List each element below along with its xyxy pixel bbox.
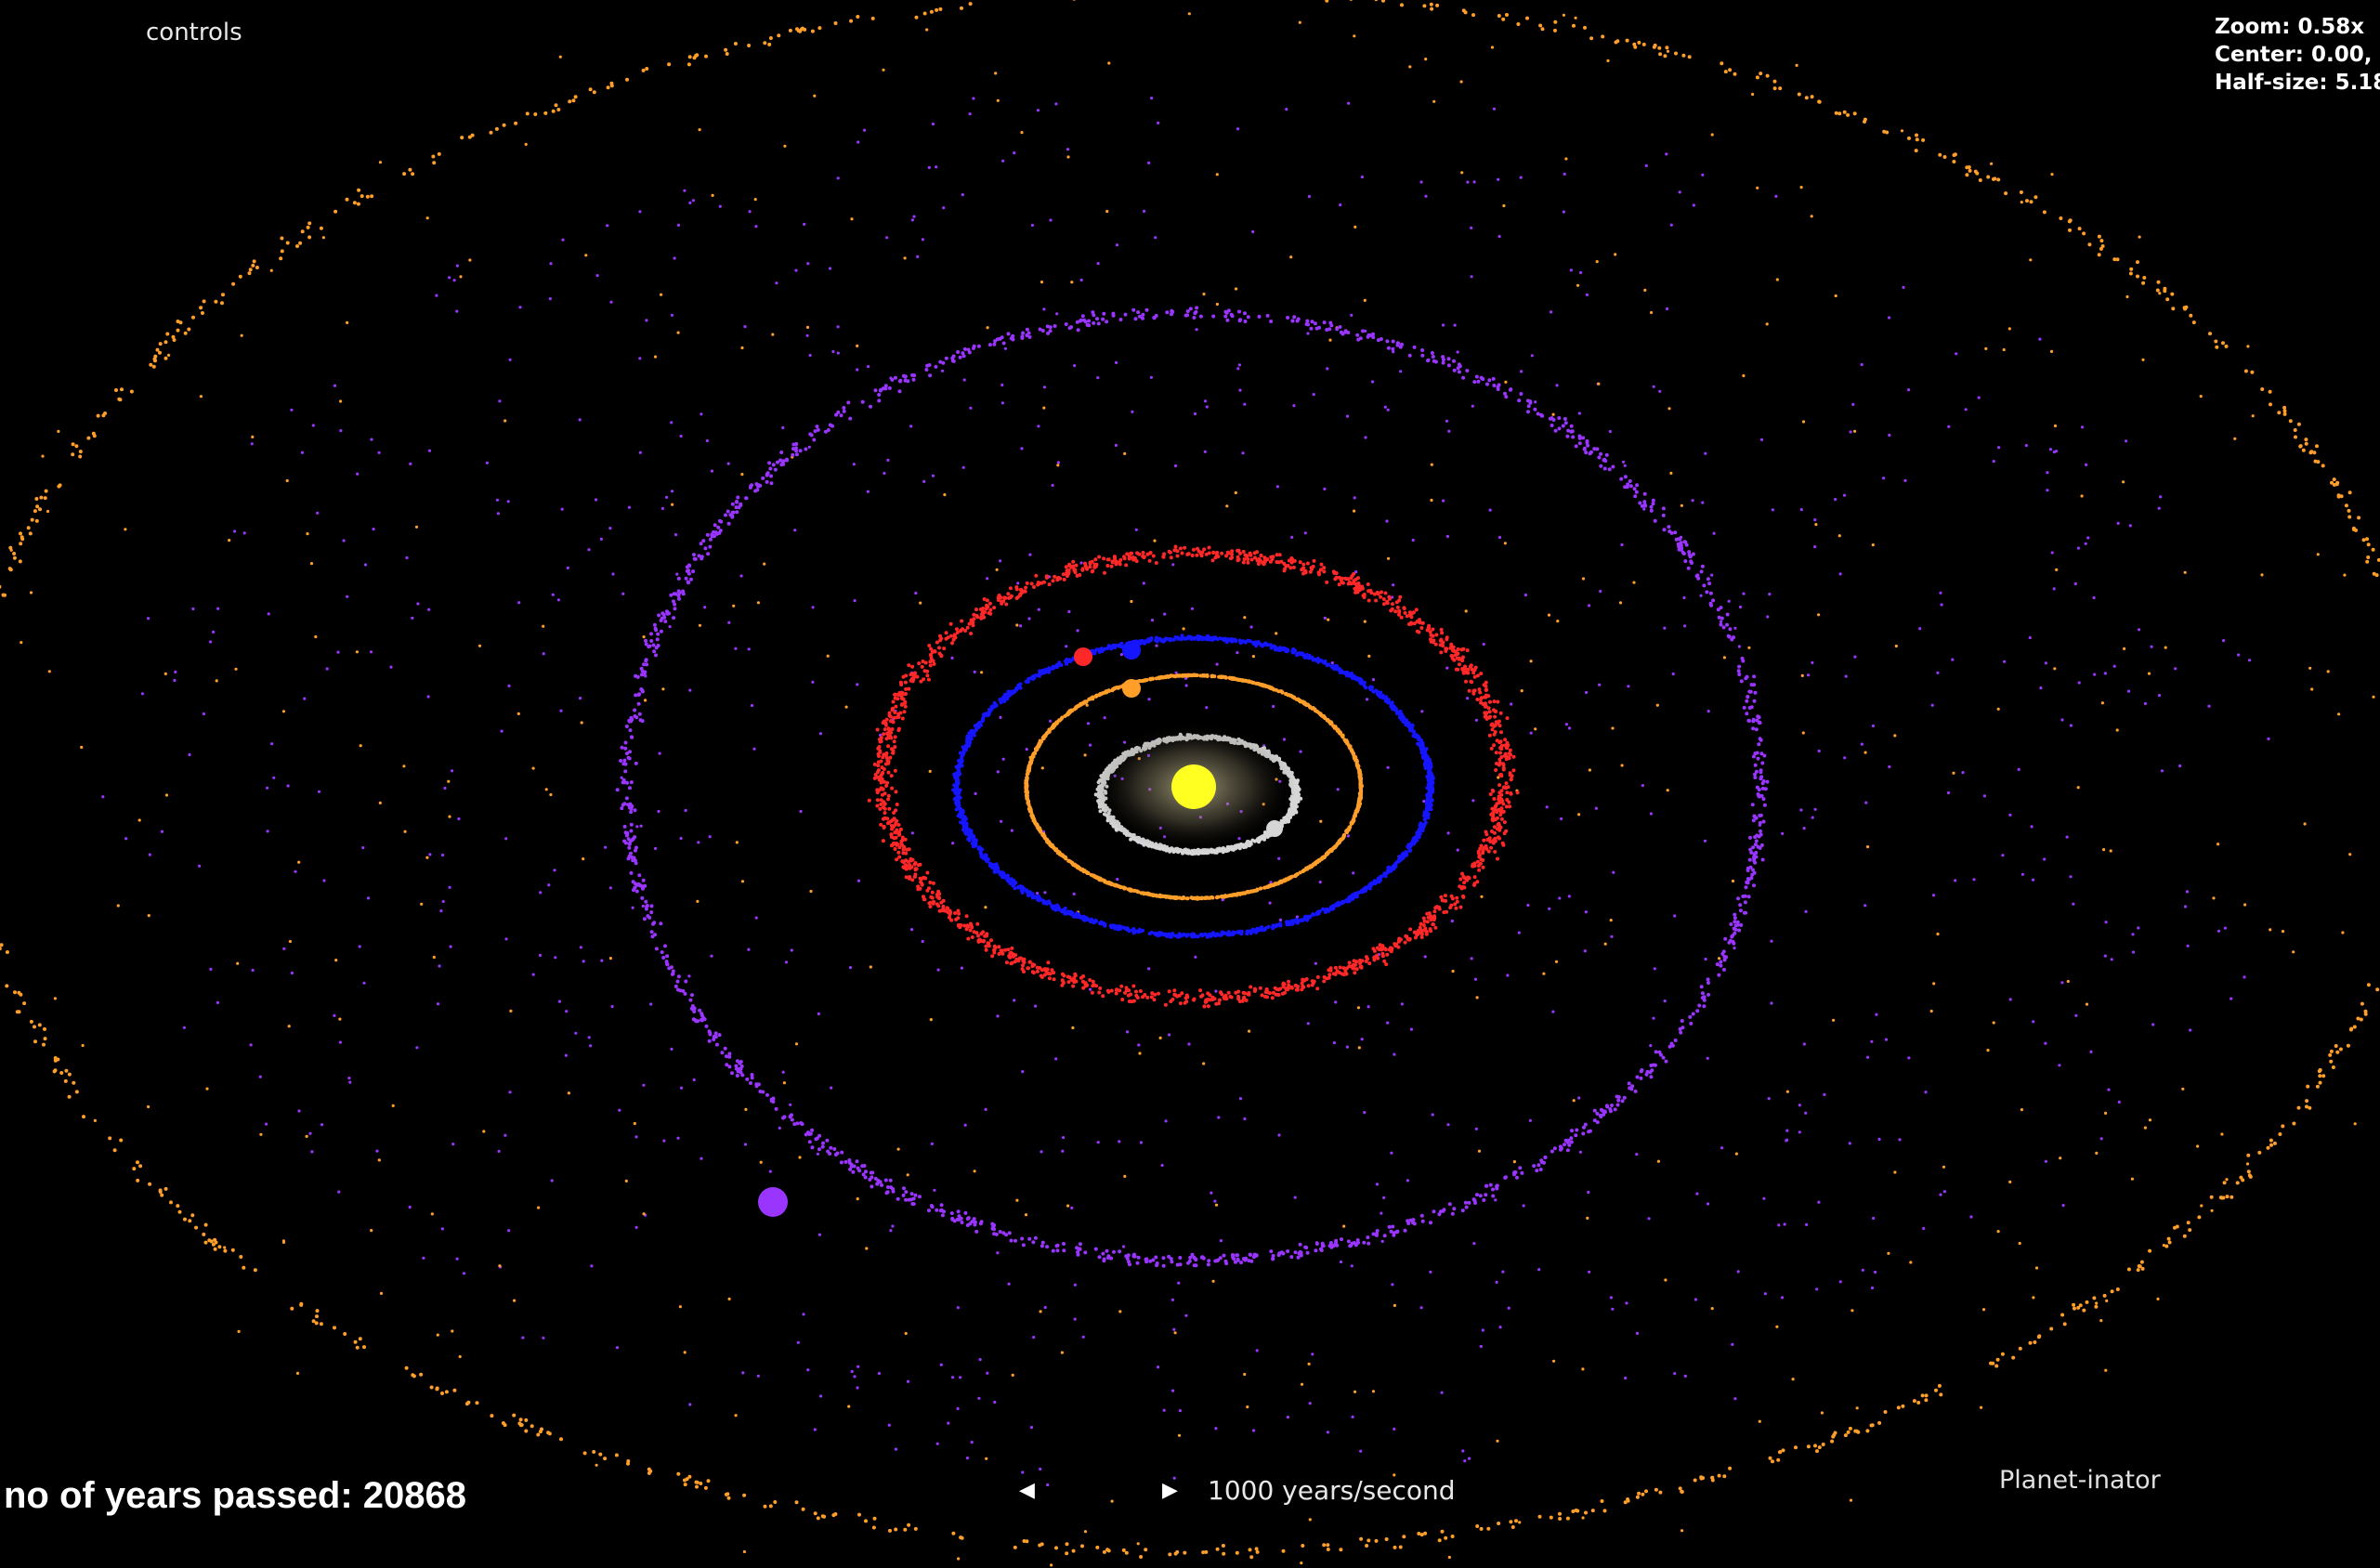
planet-earth[interactable]: [1122, 641, 1141, 660]
sun[interactable]: [1171, 764, 1216, 809]
view-info-panel: Zoom: 0.58x Center: 0.00, 0 Half-size: 5…: [2215, 13, 2380, 97]
app-name: Planet-inator: [1999, 1466, 2161, 1495]
planet-mercury[interactable]: [1266, 820, 1283, 837]
years-passed-counter: no of years passed: 20868: [4, 1475, 467, 1516]
planet-venus[interactable]: [1122, 679, 1141, 698]
center-readout: Center: 0.00, 0: [2215, 43, 2380, 67]
zoom-readout: Zoom: 0.58x: [2215, 15, 2365, 39]
controls-toggle[interactable]: controls: [146, 19, 242, 46]
planet-jupiter[interactable]: [758, 1187, 788, 1217]
halfsize-readout: Half-size: 5.18: [2215, 71, 2380, 95]
triangle-left-icon[interactable]: ◀: [1019, 1479, 1035, 1502]
triangle-right-icon[interactable]: ▶: [1162, 1479, 1178, 1502]
simulation-speed-label: 1000 years/second: [1208, 1475, 1456, 1506]
planet-mars[interactable]: [1074, 647, 1092, 666]
